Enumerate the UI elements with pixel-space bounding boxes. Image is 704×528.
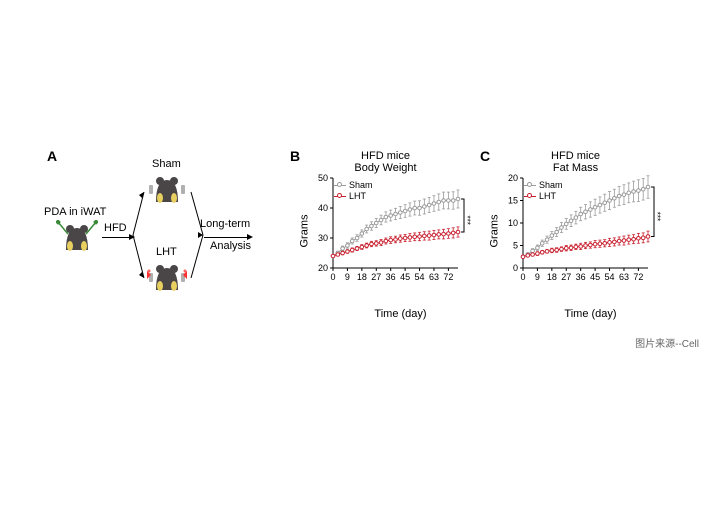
- chart-c: HFD mice Fat Mass Grams 0510152009182736…: [488, 150, 663, 320]
- svg-text:20: 20: [318, 263, 328, 273]
- chart-b: HFD mice Body Weight Grams 2030405009182…: [298, 150, 473, 320]
- source-text: 图片来源--Cell: [635, 335, 699, 350]
- svg-text:40: 40: [318, 203, 328, 213]
- lht-text: LHT: [156, 246, 177, 258]
- svg-text:72: 72: [633, 272, 643, 282]
- svg-text:0: 0: [520, 272, 525, 282]
- svg-text:27: 27: [371, 272, 381, 282]
- svg-text:72: 72: [443, 272, 453, 282]
- svg-text:5: 5: [513, 241, 518, 251]
- chart-b-xlabel: Time (day): [313, 308, 488, 320]
- legend-c-sham: Sham: [524, 180, 563, 190]
- legend-c-lht: LHT: [524, 191, 556, 201]
- svg-text:45: 45: [400, 272, 410, 282]
- svg-text:18: 18: [357, 272, 367, 282]
- chart-b-title1: HFD mice: [298, 150, 473, 162]
- chart-c-xlabel: Time (day): [503, 308, 678, 320]
- svg-text:10: 10: [508, 218, 518, 228]
- svg-text:0: 0: [330, 272, 335, 282]
- branch-arrows: [130, 185, 150, 285]
- mouse-diagram-lht: [146, 260, 188, 296]
- chart-c-title1: HFD mice: [488, 150, 663, 162]
- legend-b-lht: LHT: [334, 191, 366, 201]
- svg-text:54: 54: [605, 272, 615, 282]
- merge-arrows: [188, 185, 208, 285]
- svg-text:0: 0: [513, 263, 518, 273]
- svg-text:45: 45: [590, 272, 600, 282]
- analysis-text: Analysis: [210, 240, 251, 252]
- pda-text: PDA in iWAT: [44, 206, 106, 218]
- panel-a-label: A: [47, 148, 57, 164]
- svg-text:54: 54: [415, 272, 425, 282]
- svg-text:18: 18: [547, 272, 557, 282]
- chart-c-ylabel: Grams: [489, 215, 501, 248]
- svg-text:27: 27: [561, 272, 571, 282]
- arrow-hfd: [102, 237, 130, 238]
- svg-text:20: 20: [508, 173, 518, 183]
- arrow-longterm: [204, 237, 248, 238]
- mouse-diagram-pda: [56, 220, 98, 256]
- svg-text:9: 9: [535, 272, 540, 282]
- svg-text:63: 63: [429, 272, 439, 282]
- svg-text:***: ***: [463, 216, 472, 225]
- mouse-diagram-sham: [146, 172, 188, 208]
- svg-text:63: 63: [619, 272, 629, 282]
- svg-text:30: 30: [318, 233, 328, 243]
- svg-text:36: 36: [386, 272, 396, 282]
- svg-text:***: ***: [653, 212, 662, 221]
- chart-b-ylabel: Grams: [299, 215, 311, 248]
- longterm-text: Long-term: [200, 218, 250, 230]
- hfd-text: HFD: [104, 222, 127, 234]
- legend-b-sham: Sham: [334, 180, 373, 190]
- sham-text: Sham: [152, 158, 181, 170]
- svg-text:36: 36: [576, 272, 586, 282]
- svg-text:15: 15: [508, 196, 518, 206]
- svg-text:50: 50: [318, 173, 328, 183]
- svg-text:9: 9: [345, 272, 350, 282]
